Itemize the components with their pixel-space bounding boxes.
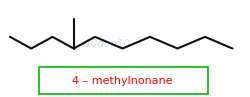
Text: 10don10: 10don10 xyxy=(84,39,130,49)
FancyBboxPatch shape xyxy=(39,67,207,94)
Text: 4 – methylnonane: 4 – methylnonane xyxy=(72,76,173,86)
